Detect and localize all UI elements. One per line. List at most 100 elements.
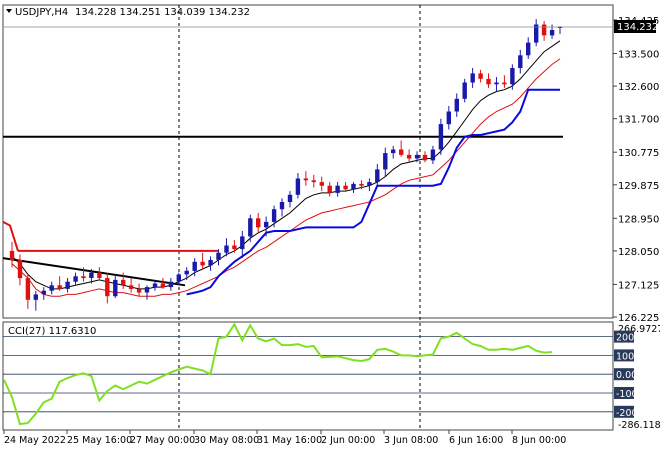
time-tick-label: 24 May 2022 — [4, 435, 66, 446]
time-tick-label: 31 May 16:00 — [257, 435, 322, 446]
cci-axis-label: -286.1189 — [618, 420, 660, 431]
candle-up — [113, 279, 118, 297]
price-tick-label: 128.950 — [618, 214, 659, 225]
candle-up — [264, 221, 269, 228]
candle-up — [248, 218, 253, 237]
cci-level-tag — [614, 405, 634, 418]
price-tick-label: 129.875 — [618, 181, 659, 192]
candle-up — [192, 261, 197, 271]
time-tick-label: 2 Jun 00:00 — [321, 435, 375, 446]
candle-up — [557, 27, 563, 28]
candle-down — [422, 154, 428, 161]
candle-up — [470, 73, 475, 83]
candle-up — [430, 149, 436, 161]
candle-down — [160, 283, 166, 288]
ohlc-readout: 134.228 134.251 134.039 134.232 — [75, 7, 250, 18]
cci-title: CCI(27) 117.6310 — [8, 326, 96, 337]
candle-up — [549, 30, 555, 36]
candle-up — [295, 178, 301, 195]
fast-moving-average — [11, 40, 561, 290]
candle-down — [81, 276, 86, 279]
cci-level-label: -200 — [616, 408, 638, 419]
cci-level-label: 0.00 — [616, 370, 637, 381]
candle-down — [359, 183, 364, 186]
candle-down — [486, 78, 491, 85]
price-tick-label: 126.225 — [618, 313, 659, 324]
candle-up — [208, 260, 213, 266]
candle-down — [121, 279, 126, 286]
symbol-dropdown-icon[interactable] — [6, 9, 12, 13]
candle-down — [200, 261, 205, 266]
candle-up — [152, 283, 158, 288]
candle-up — [176, 274, 181, 282]
cci-level-tag — [614, 368, 634, 381]
candle-down — [406, 154, 412, 159]
axis-layer: 134.425133.500132.600131.700130.775129.8… — [3, 16, 660, 446]
candle-up — [335, 185, 340, 193]
time-tick-label: 3 Jun 08:00 — [384, 435, 438, 446]
cci-level-label: -100 — [616, 389, 638, 400]
candle-down — [303, 178, 309, 181]
candle-up — [462, 82, 467, 99]
candle-down — [57, 285, 62, 289]
time-tick-label: 30 May 08:00 — [194, 435, 259, 446]
candle-up — [518, 55, 523, 68]
candle-down — [319, 182, 324, 186]
price-tick-label: 127.125 — [618, 280, 659, 291]
time-tick-label: 6 Jun 16:00 — [449, 435, 503, 446]
candle-up — [41, 290, 46, 295]
candle-up — [89, 272, 94, 278]
candle-up — [383, 153, 388, 170]
time-tick-label: 27 May 00:00 — [130, 435, 195, 446]
candle-up — [287, 194, 293, 202]
candle-down — [97, 272, 102, 278]
candle-up — [367, 182, 372, 186]
cci-layer — [3, 322, 613, 426]
candle-up — [494, 82, 499, 85]
stop-line — [186, 88, 560, 296]
candle-down — [17, 260, 23, 279]
candle-up — [271, 209, 277, 222]
candle-up — [526, 42, 531, 56]
current-price-tag — [614, 20, 656, 33]
cci-line — [3, 322, 553, 426]
candle-up — [351, 183, 356, 190]
candle-down — [9, 250, 15, 260]
slow-moving-average — [11, 58, 561, 297]
cci-level-label: 100 — [616, 351, 634, 362]
price-tick-label: 131.700 — [618, 115, 659, 126]
candle-down — [128, 285, 134, 289]
candle-up — [454, 98, 459, 112]
candle-up — [224, 245, 229, 253]
candle-up — [391, 149, 396, 154]
candle-up — [184, 270, 189, 275]
candle-down — [256, 218, 261, 228]
price-tick-label: 128.050 — [618, 247, 659, 258]
candle-down — [478, 73, 483, 79]
candle-up — [414, 154, 420, 159]
cci-level-tag — [614, 330, 634, 343]
main-chart-frame — [2, 4, 614, 319]
candle-down — [311, 180, 316, 183]
price-tick-label: 130.775 — [618, 148, 659, 159]
cci-axis-label: 266.9727 — [618, 324, 660, 335]
candle-up — [216, 252, 221, 260]
indicator-frame — [2, 321, 614, 431]
candle-down — [502, 82, 507, 85]
candle-up — [168, 281, 174, 288]
cci-level-tag — [614, 349, 634, 362]
cci-level-label: 200 — [616, 333, 634, 344]
price-layer — [2, 19, 613, 311]
candle-down — [105, 278, 110, 297]
candle-down — [399, 149, 404, 155]
candle-up — [73, 276, 78, 282]
candle-up — [438, 124, 444, 150]
current-price-label: 134.232 — [617, 22, 658, 33]
symbol-label: USDJPY,H4 — [15, 7, 68, 18]
resistance-line-lead — [2, 221, 19, 252]
candle-up — [144, 287, 150, 293]
time-tick-label: 25 May 16:00 — [67, 435, 132, 446]
candle-up — [65, 281, 70, 289]
candle-down — [327, 185, 332, 193]
